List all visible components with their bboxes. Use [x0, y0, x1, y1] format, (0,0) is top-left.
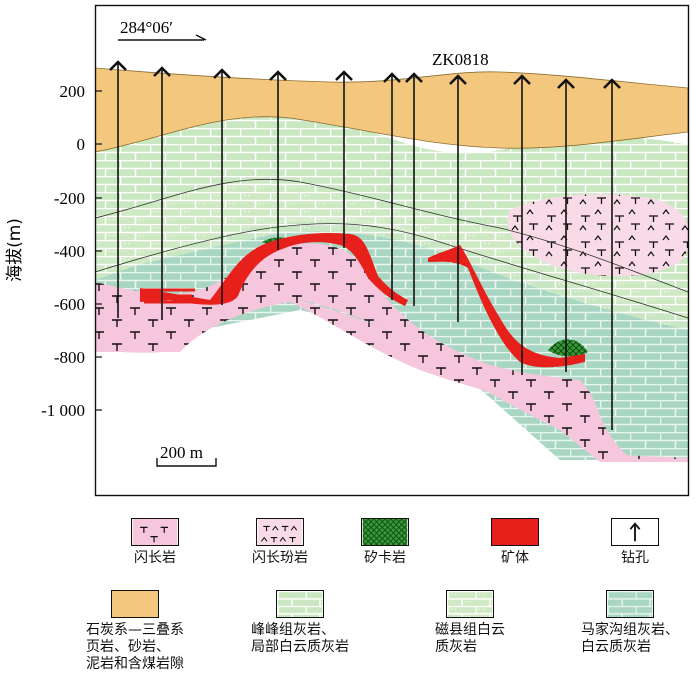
y-tick-label: 200: [60, 82, 86, 101]
azimuth-arrow: [118, 34, 207, 41]
scale-label: 200 m: [160, 443, 203, 462]
legend-item-fengfeng: 峰峰组灰岩、 局部白云质灰岩: [235, 590, 365, 656]
y-tick-label: -1 000: [41, 401, 85, 420]
legend-label: 闪长岩: [134, 550, 176, 566]
legend-label: 磁县组白云 质灰岩: [435, 622, 505, 655]
legend-item-diorite-porphyrite: 闪长玢岩: [235, 518, 325, 567]
legend-item-majiagou: 马家沟组灰岩、 白云质灰岩: [565, 590, 695, 656]
ore-body-main: [140, 232, 408, 306]
borehole-label: ZK0818: [432, 50, 489, 69]
geologic-cross-section: 200 0 -200 -400 -600 -800 -1 000 海拔(m) 2…: [5, 4, 690, 497]
legend-label: 石炭系—三叠系 页岩、砂岩、 泥岩和含煤岩隙: [86, 622, 184, 672]
diorite-lower-body: [95, 291, 630, 462]
legend-swatch-skarn: [361, 518, 409, 546]
legend-swatch-cixian: [446, 590, 494, 618]
legend-label: 矿体: [501, 550, 529, 566]
diorite-porphyrite-lens: [507, 194, 688, 277]
y-tick-label: -200: [54, 189, 85, 208]
legend-swatch-majiagou: [606, 590, 654, 618]
stratum-boundary: [95, 178, 688, 293]
legend-swatch-carboniferous-triassic: [111, 590, 159, 618]
y-axis-ticks: [95, 90, 102, 411]
legend-item-ore-body: 矿体: [475, 518, 555, 567]
azimuth-label: 284°06′: [120, 18, 173, 37]
legend-item-diorite: 闪长岩: [115, 518, 195, 567]
y-tick-label: -400: [54, 242, 85, 261]
scale-bar: [156, 458, 217, 467]
ore-body-lower: [428, 245, 585, 368]
legend-label: 矽卡岩: [364, 550, 406, 566]
y-tick-label: -600: [54, 295, 85, 314]
legend-label: 马家沟组灰岩、 白云质灰岩: [581, 622, 679, 655]
y-tick-label: 0: [77, 135, 86, 154]
legend-swatch-diorite: [131, 518, 179, 546]
skarn-zone-lower: [548, 339, 588, 357]
stratum-boundary: [95, 223, 688, 319]
legend-item-skarn: 矽卡岩: [345, 518, 425, 567]
legend-item-carboniferous-triassic: 石炭系—三叠系 页岩、砂岩、 泥岩和含煤岩隙: [65, 590, 205, 673]
legend-swatch-fengfeng: [276, 590, 324, 618]
legend-item-cixian: 磁县组白云 质灰岩: [420, 590, 520, 656]
borehole-set: [109, 60, 621, 430]
legend-label: 峰峰组灰岩、 局部白云质灰岩: [251, 622, 349, 655]
y-tick-label: -800: [54, 348, 85, 367]
legend-swatch-borehole: [611, 518, 659, 546]
y-axis-label: 海拔(m): [5, 218, 25, 282]
ore-body-fingers: [140, 288, 195, 304]
legend-swatch-ore-body: [491, 518, 539, 546]
legend-label: 钻孔: [621, 550, 649, 566]
legend-item-borehole: 钻孔: [595, 518, 675, 567]
legend-swatch-diorite-porphyrite: [256, 518, 304, 546]
legend-label: 闪长玢岩: [252, 550, 308, 566]
cixian-limestone-layer: [95, 180, 688, 330]
